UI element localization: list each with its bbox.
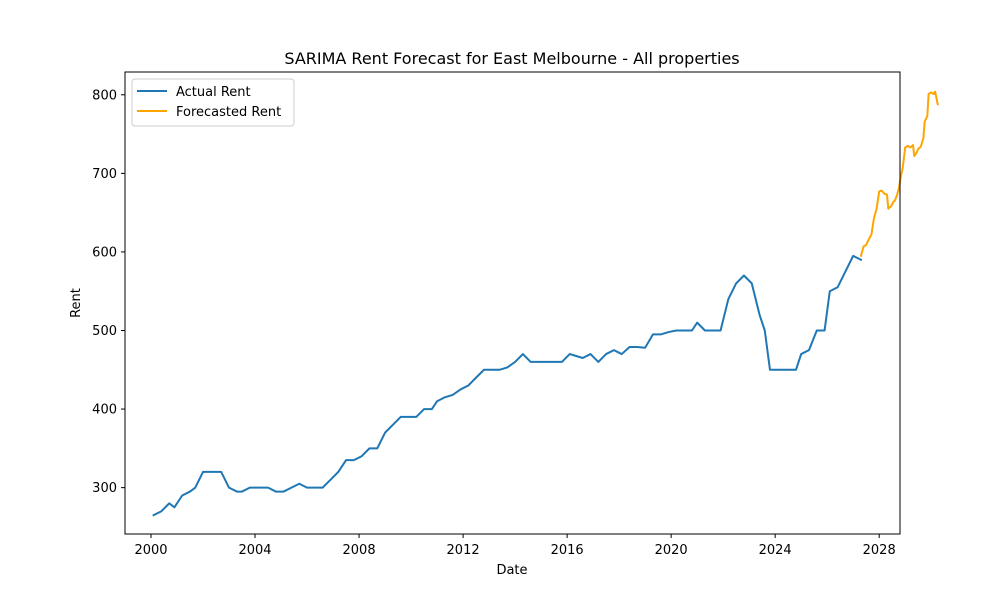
x-tick-label: 2012 — [447, 543, 480, 558]
y-tick-label: 400 — [92, 403, 117, 418]
y-tick-label: 600 — [92, 245, 117, 260]
legend-box — [131, 78, 295, 127]
x-tick-label: 2024 — [759, 543, 792, 558]
y-tick-label: 800 — [92, 88, 117, 103]
plot-frame — [124, 71, 901, 535]
series-line-forecasted-rent — [859, 90, 939, 258]
x-tick-label: 2008 — [343, 543, 376, 558]
legend-label-actual-rent: Actual Rent — [176, 85, 251, 100]
x-tick-label: 2000 — [134, 543, 167, 558]
legend: Actual Rent Forecasted Rent — [131, 78, 295, 127]
y-tick-label: 700 — [92, 167, 117, 182]
x-tick-label: 2016 — [551, 543, 584, 558]
x-axis-label: Date — [496, 563, 527, 578]
x-tick-label: 2028 — [863, 543, 896, 558]
x-axis-ticks: 2000 2004 2008 2012 2016 2020 2024 2028 — [134, 534, 896, 558]
y-axis-label: Rent — [69, 288, 84, 318]
y-tick-label: 500 — [92, 324, 117, 339]
series-layer — [152, 90, 939, 517]
legend-label-forecasted-rent: Forecasted Rent — [176, 105, 281, 120]
series-line-actual-rent — [152, 254, 863, 517]
y-tick-label: 300 — [92, 481, 117, 496]
chart-title: SARIMA Rent Forecast for East Melbourne … — [284, 49, 739, 68]
y-axis-ticks: 300 400 500 600 700 800 — [92, 88, 125, 496]
x-tick-label: 2004 — [238, 543, 271, 558]
x-tick-label: 2020 — [655, 543, 688, 558]
